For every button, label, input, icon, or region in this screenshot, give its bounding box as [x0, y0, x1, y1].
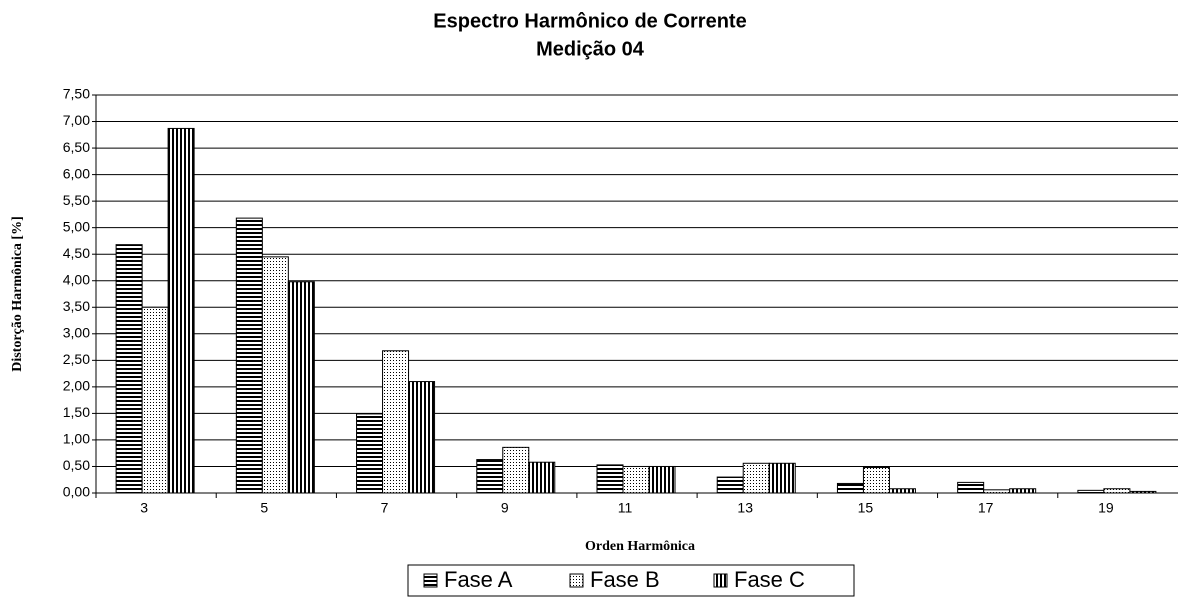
bar — [476, 459, 504, 494]
bar — [408, 381, 436, 494]
y-tick-label: 3,00 — [63, 325, 90, 341]
bar — [356, 413, 384, 494]
bar — [836, 482, 864, 494]
x-tick-label: 9 — [501, 500, 509, 516]
legend-swatch — [569, 573, 584, 588]
bar — [768, 462, 796, 494]
y-tick-label: 0,50 — [63, 457, 90, 473]
x-axis-title: Orden Harmônica — [585, 539, 695, 554]
y-tick-label: 1,00 — [63, 431, 90, 447]
x-tick-label: 7 — [381, 500, 389, 516]
y-axis-title: Distorção Harmônica [%] — [10, 216, 25, 372]
bar — [596, 464, 624, 494]
legend-box — [407, 564, 855, 597]
y-tick-label: 6,00 — [63, 165, 90, 181]
y-tick-label: 2,00 — [63, 378, 90, 394]
y-tick-label: 5,00 — [63, 218, 90, 234]
x-tick-label: 13 — [737, 500, 753, 516]
x-tick-label: 15 — [858, 500, 874, 516]
y-tick-label: 6,50 — [63, 139, 90, 155]
legend-swatch — [713, 573, 728, 588]
y-tick-label: 4,50 — [63, 245, 90, 261]
y-tick-label: 4,00 — [63, 271, 90, 287]
bar — [528, 461, 556, 494]
y-tick-label: 5,50 — [63, 192, 90, 208]
bar — [957, 481, 985, 494]
bar — [1077, 489, 1105, 494]
x-tick-label: 17 — [978, 500, 994, 516]
bar — [983, 489, 1011, 494]
x-tick-label: 3 — [140, 500, 148, 516]
y-tick-label: 1,50 — [63, 404, 90, 420]
bar — [862, 467, 890, 494]
chart-title: Espectro Harmônico de Corrente — [433, 10, 746, 32]
y-tick-label: 7,00 — [63, 112, 90, 128]
bar — [261, 256, 289, 494]
bar — [716, 476, 744, 494]
legend-label: Fase A — [444, 567, 513, 592]
bar — [648, 465, 676, 494]
bar — [1009, 488, 1037, 494]
bar — [141, 306, 169, 494]
legend-label: Fase C — [734, 567, 805, 592]
bar — [502, 446, 530, 494]
y-tick-label: 2,50 — [63, 351, 90, 367]
bar — [888, 488, 916, 494]
y-tick-label: 3,50 — [63, 298, 90, 314]
x-tick-label: 19 — [1098, 500, 1114, 516]
x-tick-label: 11 — [618, 500, 633, 516]
chart-subtitle: Medição 04 — [536, 38, 645, 60]
bar — [167, 127, 195, 494]
bar — [382, 350, 410, 494]
legend-label: Fase B — [590, 567, 660, 592]
bar — [235, 217, 263, 494]
bar — [1129, 490, 1157, 494]
x-tick-label: 5 — [260, 500, 268, 516]
bar — [287, 281, 315, 494]
y-tick-label: 7,50 — [63, 86, 90, 102]
legend-swatch — [423, 573, 438, 588]
y-tick-label: 0,00 — [63, 484, 90, 500]
bar — [622, 465, 650, 494]
bar — [115, 244, 143, 494]
bar — [742, 462, 770, 494]
bar — [1103, 488, 1131, 494]
